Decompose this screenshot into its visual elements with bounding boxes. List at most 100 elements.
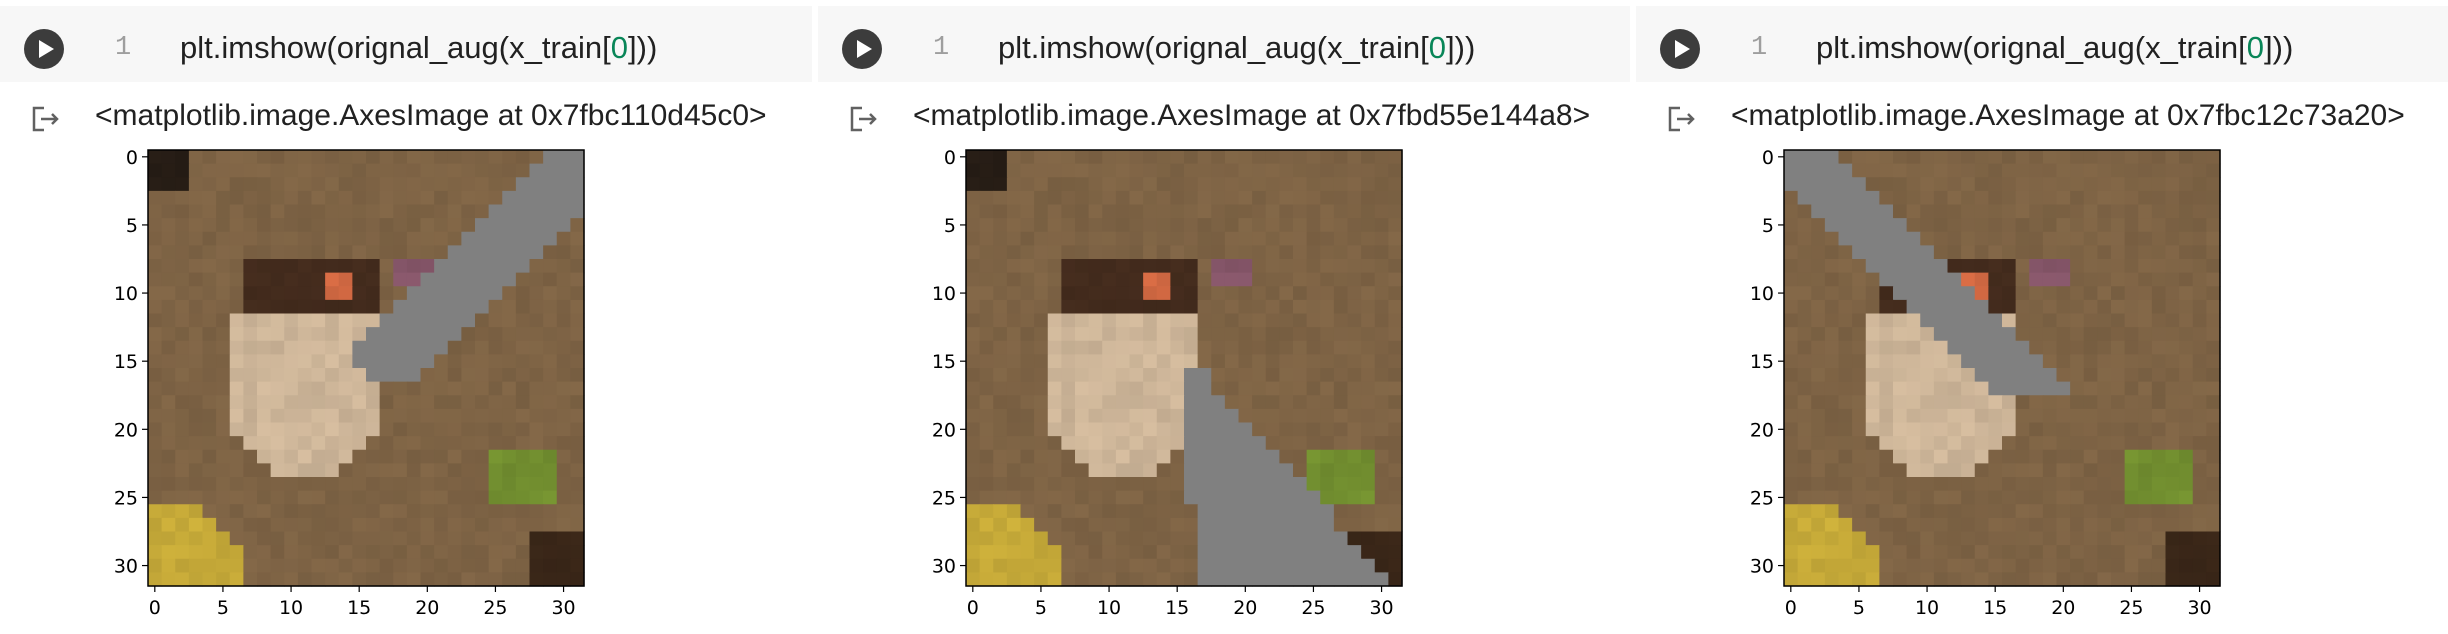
image-pixel	[1061, 164, 1075, 178]
image-pixel	[271, 232, 285, 246]
image-pixel	[2029, 164, 2043, 178]
image-pixel	[2166, 177, 2180, 191]
image-pixel	[1266, 286, 1280, 300]
image-pixel	[1988, 409, 2002, 423]
image-pixel	[2097, 545, 2111, 559]
image-pixel	[339, 232, 353, 246]
image-pixel	[1975, 150, 1989, 164]
x-tick-label: 25	[1301, 597, 1325, 619]
image-pixel	[366, 354, 380, 368]
run-cell-button[interactable]	[1660, 29, 1700, 69]
image-pixel	[1879, 382, 1893, 396]
image-pixel	[1893, 164, 1907, 178]
image-pixel	[1348, 559, 1362, 573]
y-tick-label: 25	[1750, 487, 1774, 509]
image-pixel	[966, 382, 980, 396]
image-pixel	[2043, 491, 2057, 505]
image-pixel	[2043, 545, 2057, 559]
image-pixel	[339, 259, 353, 273]
image-pixel	[1961, 409, 1975, 423]
image-pixel	[1388, 436, 1402, 450]
image-pixel	[448, 245, 462, 259]
image-pixel	[243, 327, 257, 341]
image-pixel	[352, 218, 366, 232]
image-pixel	[1798, 532, 1812, 546]
image-pixel	[1211, 559, 1225, 573]
image-pixel	[1075, 273, 1089, 287]
image-pixel	[1934, 518, 1948, 532]
code-line[interactable]: plt.imshow(orignal_aug(x_train[0]))	[180, 30, 657, 66]
image-pixel	[966, 286, 980, 300]
image-pixel	[1061, 436, 1075, 450]
image-pixel	[1170, 232, 1184, 246]
image-pixel	[1375, 491, 1389, 505]
image-pixel	[1907, 259, 1921, 273]
image-pixel	[2084, 368, 2098, 382]
image-pixel	[1920, 245, 1934, 259]
image-pixel	[1893, 314, 1907, 328]
image-pixel	[2166, 368, 2180, 382]
image-pixel	[1334, 327, 1348, 341]
image-pixel	[1839, 423, 1853, 437]
image-pixel	[2043, 300, 2057, 314]
image-pixel	[489, 259, 503, 273]
image-pixel	[203, 532, 217, 546]
code-line[interactable]: plt.imshow(orignal_aug(x_train[0]))	[1816, 30, 2293, 66]
image-pixel	[1116, 423, 1130, 437]
image-pixel	[980, 191, 994, 205]
code-cell-1[interactable]: 1 plt.imshow(orignal_aug(x_train[0]))	[0, 6, 812, 82]
code-cell-2[interactable]: 1 plt.imshow(orignal_aug(x_train[0]))	[818, 6, 1630, 82]
image-pixel	[1361, 164, 1375, 178]
image-pixel	[475, 177, 489, 191]
image-pixel	[380, 259, 394, 273]
image-pixel	[2138, 491, 2152, 505]
image-pixel	[1061, 314, 1075, 328]
image-pixel	[1320, 286, 1334, 300]
image-pixel	[284, 259, 298, 273]
image-pixel	[530, 286, 544, 300]
image-pixel	[1266, 559, 1280, 573]
image-pixel	[1811, 245, 1825, 259]
image-pixel	[502, 423, 516, 437]
image-pixel	[1293, 314, 1307, 328]
image-pixel	[2043, 463, 2057, 477]
image-pixel	[2084, 341, 2098, 355]
image-pixel	[175, 518, 189, 532]
image-pixel	[380, 545, 394, 559]
image-pixel	[1798, 545, 1812, 559]
code-line[interactable]: plt.imshow(orignal_aug(x_train[0]))	[998, 30, 1475, 66]
image-pixel	[1839, 368, 1853, 382]
image-pixel	[1293, 559, 1307, 573]
image-pixel	[2057, 300, 2071, 314]
image-pixel	[1839, 463, 1853, 477]
image-pixel	[516, 450, 530, 464]
image-pixel	[2138, 286, 2152, 300]
run-cell-button[interactable]	[842, 29, 882, 69]
image-pixel	[475, 477, 489, 491]
image-pixel	[1034, 354, 1048, 368]
image-pixel	[1934, 300, 1948, 314]
image-pixel	[230, 341, 244, 355]
image-pixel	[148, 463, 162, 477]
image-pixel	[1825, 368, 1839, 382]
run-cell-button[interactable]	[24, 29, 64, 69]
image-pixel	[230, 423, 244, 437]
image-pixel	[2193, 259, 2207, 273]
image-pixel	[162, 150, 176, 164]
image-pixel	[543, 545, 557, 559]
image-pixel	[1075, 491, 1089, 505]
image-pixel	[339, 327, 353, 341]
image-pixel	[298, 423, 312, 437]
code-cell-3[interactable]: 1 plt.imshow(orignal_aug(x_train[0]))	[1636, 6, 2448, 82]
image-pixel	[1279, 463, 1293, 477]
image-pixel	[1798, 463, 1812, 477]
image-pixel	[966, 545, 980, 559]
image-pixel	[1075, 450, 1089, 464]
image-pixel	[243, 395, 257, 409]
image-pixel	[448, 572, 462, 586]
image-pixel	[148, 245, 162, 259]
image-pixel	[1839, 177, 1853, 191]
image-pixel	[1907, 314, 1921, 328]
image-pixel	[1988, 423, 2002, 437]
image-pixel	[557, 477, 571, 491]
